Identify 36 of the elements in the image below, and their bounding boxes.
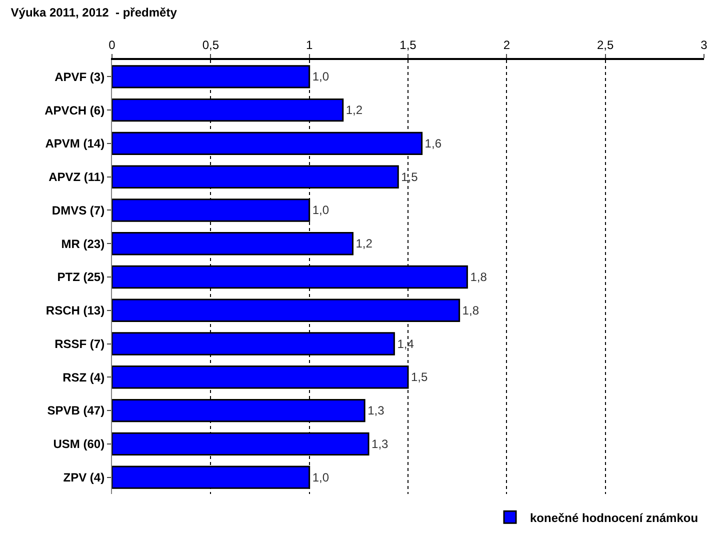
data-label: 1,0 (312, 203, 330, 218)
data-label: 1,8 (470, 270, 488, 284)
y-tick-label: APVZ (11) (48, 170, 105, 184)
x-tick-label: 0 (108, 38, 116, 52)
bar (112, 298, 460, 322)
y-tick-label: DMVS (7) (52, 203, 105, 218)
data-label: 1,5 (401, 170, 418, 184)
x-tick-label: 1 (306, 38, 313, 52)
y-tick-label: MR (23) (61, 236, 105, 251)
y-tick-label: RSZ (4) (62, 370, 105, 384)
data-label: 1,0 (312, 70, 330, 84)
x-tick-label: 0,5 (202, 38, 220, 52)
y-tick-label: APVF (3) (54, 70, 105, 84)
data-label: 1,2 (346, 103, 363, 118)
y-tick-label: APVCH (6) (44, 103, 105, 118)
y-tick-label: RSCH (13) (46, 304, 105, 318)
data-label: 1,2 (356, 236, 373, 251)
data-label: 1,8 (462, 303, 480, 318)
data-label: 1,3 (372, 436, 389, 451)
data-label: 1,3 (368, 404, 385, 418)
y-tick-label: PTZ (25) (57, 270, 105, 284)
y-tick-label: USM (60) (53, 437, 105, 452)
y-tick-label: APVM (14) (45, 136, 105, 151)
x-tick-label: 1,5 (400, 38, 417, 52)
data-label: 1,4 (397, 336, 414, 351)
y-tick-label: RSSF (7) (54, 336, 105, 351)
data-label: 1,5 (411, 370, 428, 384)
chart-title: Výuka 2011, 2012 - předměty (10, 6, 178, 20)
x-tick-label: 3 (700, 38, 708, 52)
legend-label: konečné hodnocení známkou (530, 510, 698, 525)
y-tick-label: ZPV (4) (63, 470, 105, 485)
y-tick-label: SPVB (47) (47, 404, 105, 418)
x-tick-label: 2 (503, 38, 510, 52)
data-label: 1,0 (312, 470, 330, 484)
x-tick-label: 2,5 (596, 38, 614, 52)
data-label: 1,6 (424, 136, 442, 150)
